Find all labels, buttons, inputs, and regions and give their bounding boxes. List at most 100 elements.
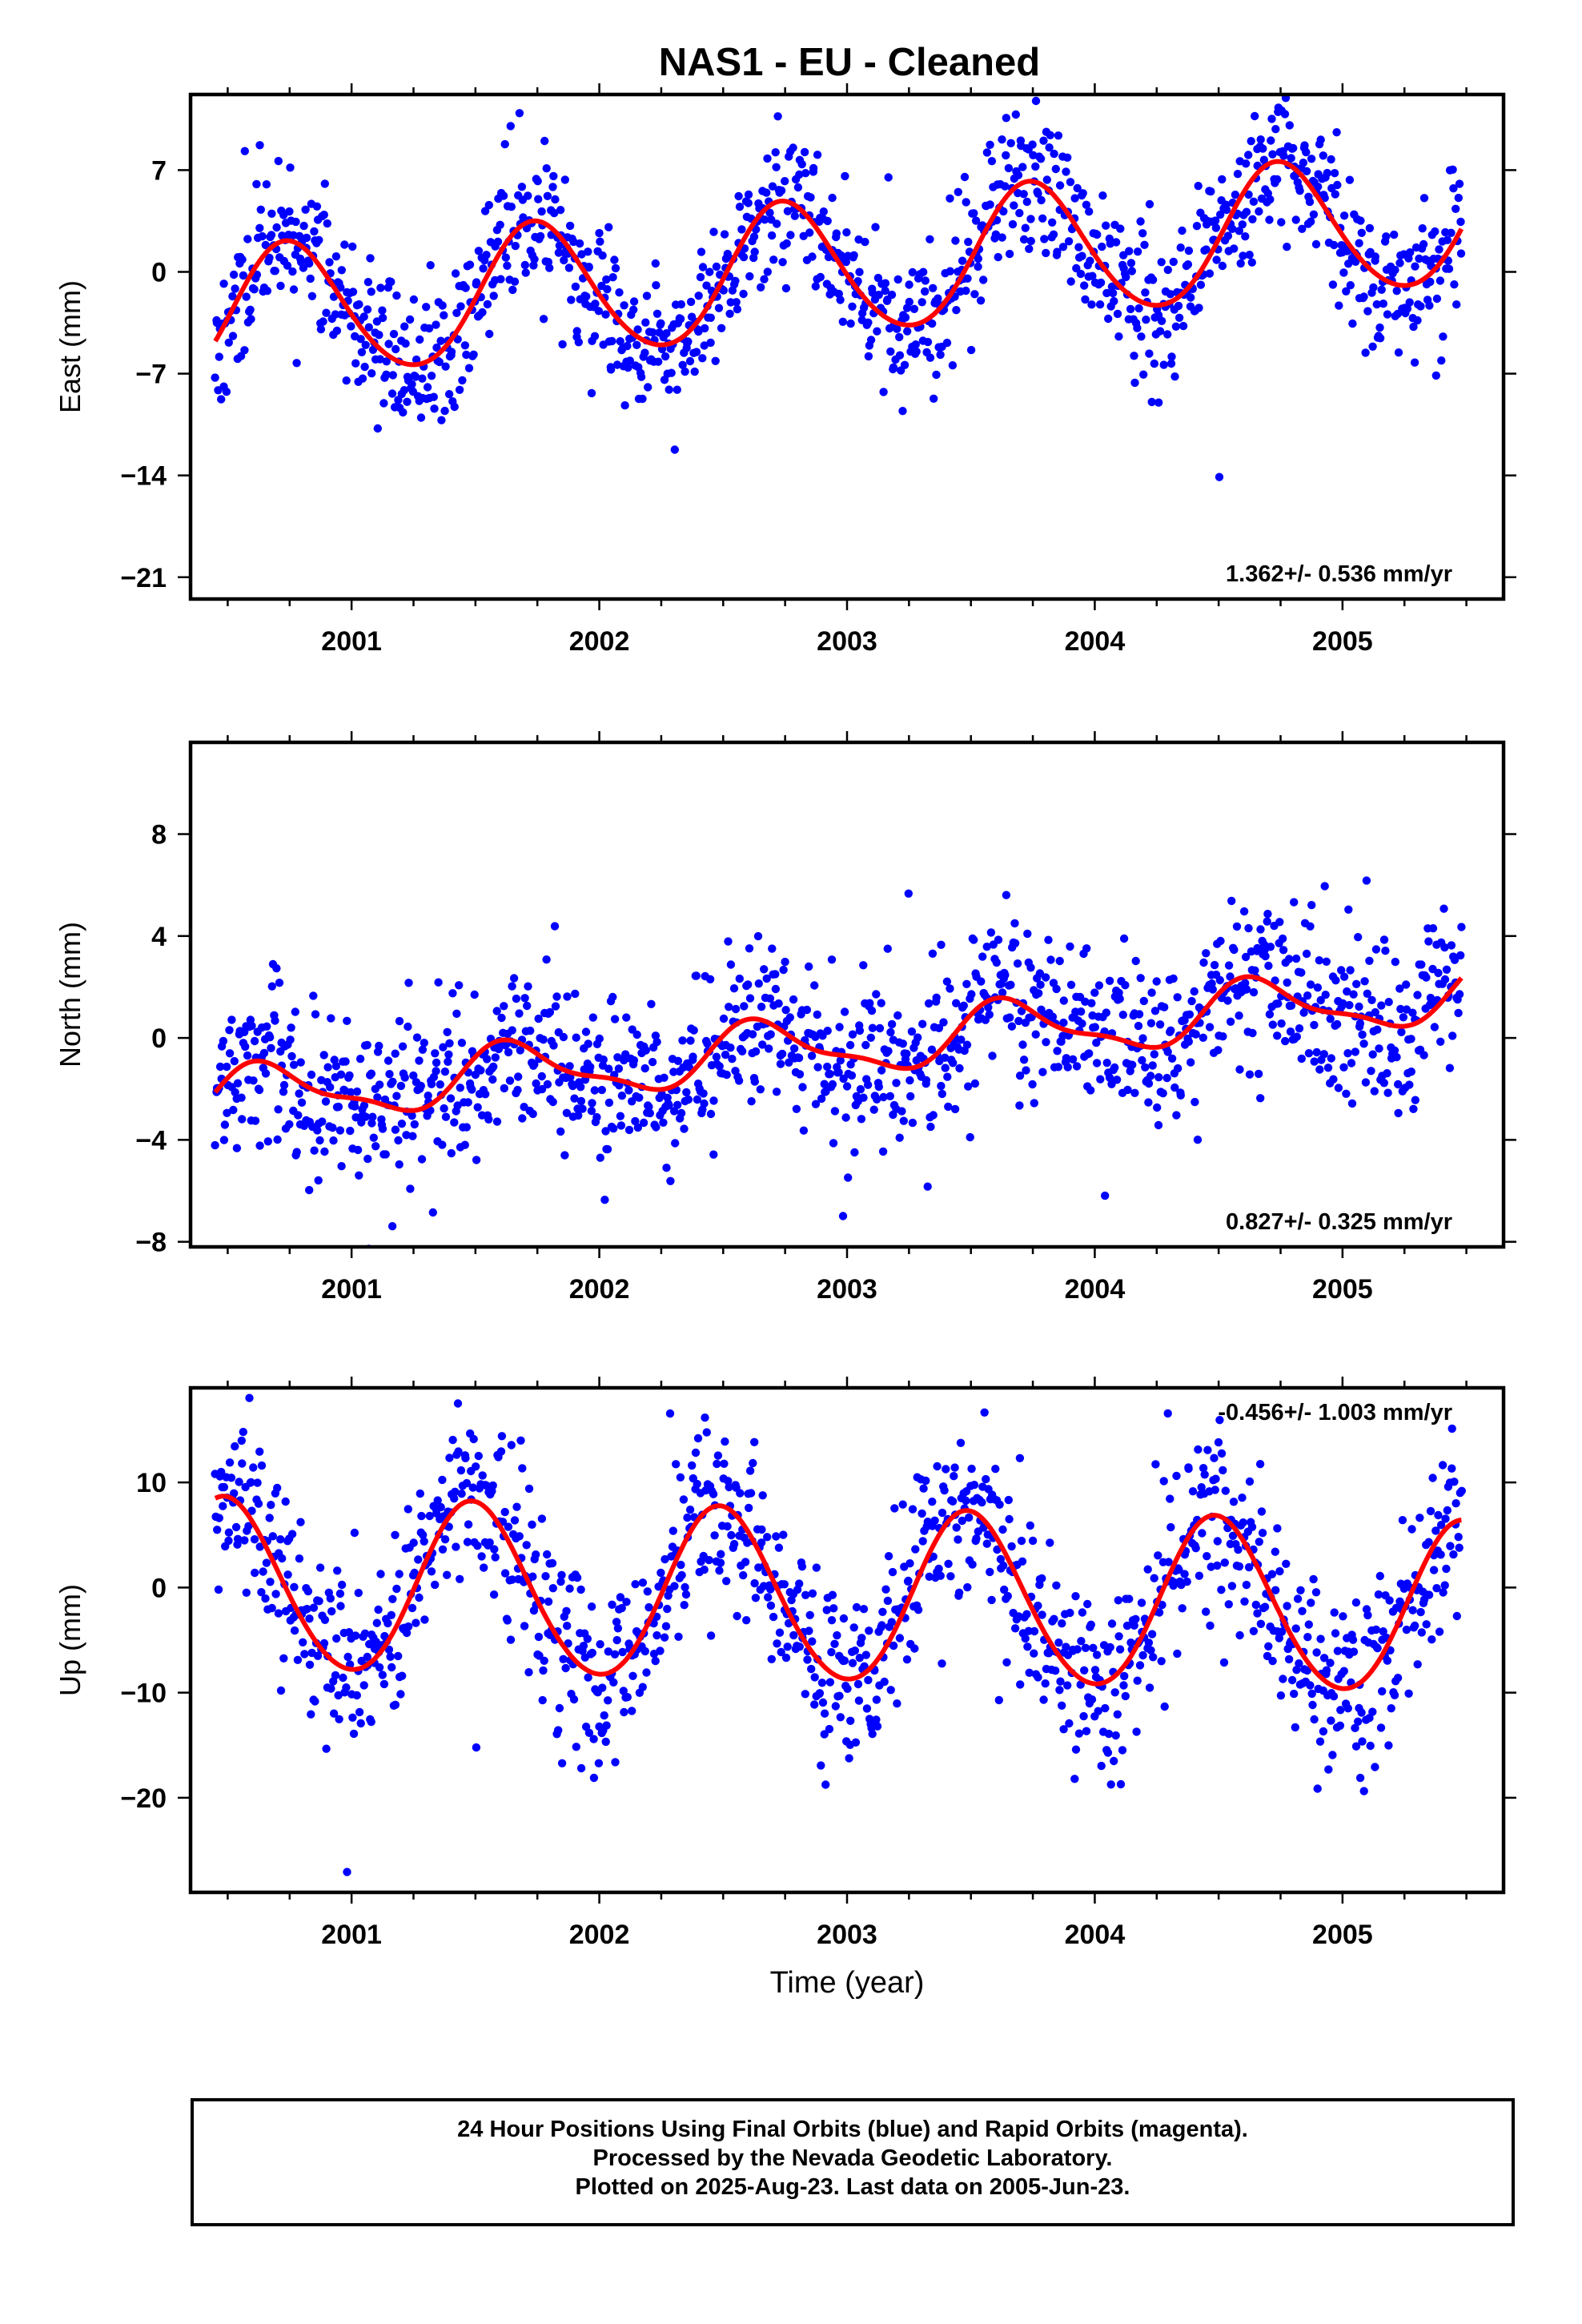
up-data-point bbox=[1052, 1581, 1061, 1590]
east-data-point bbox=[846, 319, 855, 328]
east-data-point bbox=[773, 112, 782, 121]
up-data-point bbox=[497, 1432, 507, 1441]
up-data-point bbox=[890, 1504, 899, 1513]
north-data-point bbox=[1241, 979, 1250, 987]
north-data-point bbox=[1354, 933, 1363, 942]
east-data-point bbox=[1136, 217, 1145, 226]
north-data-point bbox=[1118, 1011, 1128, 1019]
up-data-point bbox=[303, 1586, 313, 1596]
north-data-point bbox=[462, 1123, 471, 1132]
north-data-point bbox=[1173, 993, 1182, 1002]
east-data-point bbox=[954, 187, 963, 196]
east-data-point bbox=[930, 394, 938, 403]
east-data-point bbox=[320, 179, 329, 188]
east-data-point bbox=[427, 372, 436, 380]
north-data-point bbox=[765, 994, 775, 1003]
east-data-point bbox=[946, 267, 955, 275]
north-data-point bbox=[1072, 1062, 1082, 1071]
east-data-point bbox=[1302, 147, 1311, 157]
up-data-point bbox=[349, 1729, 359, 1739]
north-data-point bbox=[1251, 966, 1259, 975]
east-data-point bbox=[881, 286, 889, 296]
east-data-point bbox=[712, 262, 721, 271]
north-data-point bbox=[417, 1155, 427, 1164]
north-data-point bbox=[286, 1035, 295, 1044]
up-data-point bbox=[1157, 1657, 1166, 1666]
north-data-point bbox=[513, 1085, 522, 1095]
north-data-point bbox=[351, 1113, 360, 1122]
north-data-point bbox=[1277, 1019, 1286, 1028]
east-data-point bbox=[1394, 348, 1403, 357]
north-data-point bbox=[745, 994, 755, 1003]
north-data-point bbox=[1235, 1011, 1243, 1020]
up-data-point bbox=[219, 1482, 229, 1492]
east-data-point bbox=[1163, 330, 1172, 339]
up-data-point bbox=[1071, 1592, 1080, 1601]
east-data-point bbox=[337, 266, 346, 275]
east-data-point bbox=[905, 280, 913, 289]
east-data-point bbox=[1080, 281, 1089, 290]
north-data-point bbox=[514, 1072, 523, 1081]
east-data-point bbox=[1113, 309, 1122, 319]
north-data-point bbox=[1367, 995, 1376, 1005]
up-data-point bbox=[460, 1361, 468, 1369]
north-data-point bbox=[314, 1176, 323, 1185]
north-data-point bbox=[1321, 991, 1330, 999]
up-data-point bbox=[244, 1522, 253, 1530]
up-data-point bbox=[1221, 1486, 1231, 1495]
east-data-point bbox=[678, 360, 687, 369]
up-data-point bbox=[563, 1622, 572, 1630]
east-data-point bbox=[864, 318, 873, 327]
east-data-point bbox=[1454, 193, 1464, 203]
up-data-point bbox=[619, 1687, 628, 1695]
east-data-point bbox=[1300, 141, 1309, 150]
east-data-point bbox=[348, 287, 358, 296]
east-data-point bbox=[560, 175, 569, 184]
up-data-point bbox=[910, 1644, 919, 1653]
north-data-point bbox=[388, 1077, 397, 1087]
north-data-point bbox=[632, 1030, 641, 1039]
north-data-point bbox=[537, 1072, 546, 1081]
caption-box: 24 Hour Positions Using Final Orbits (bl… bbox=[191, 2098, 1515, 2226]
north-data-point bbox=[805, 962, 813, 971]
north-data-point bbox=[744, 980, 753, 989]
east-data-point bbox=[1247, 258, 1257, 267]
north-data-point bbox=[721, 1050, 730, 1059]
east-data-point bbox=[499, 191, 508, 200]
north-data-point bbox=[1160, 1003, 1169, 1011]
east-data-point bbox=[670, 445, 679, 454]
up-data-point bbox=[928, 1498, 937, 1506]
north-data-point bbox=[712, 1052, 721, 1061]
north-data-point bbox=[1274, 999, 1283, 1008]
up-data-point bbox=[1144, 1638, 1154, 1647]
east-data-point bbox=[520, 260, 529, 270]
up-data-point bbox=[1107, 1619, 1117, 1628]
east-data-point bbox=[1215, 472, 1224, 481]
east-data-point bbox=[1170, 372, 1179, 381]
north-data-point bbox=[1447, 941, 1456, 950]
east-data-point bbox=[667, 368, 676, 377]
up-data-point bbox=[1070, 1775, 1079, 1783]
east-data-point bbox=[855, 267, 864, 276]
north-data-point bbox=[1430, 1023, 1439, 1031]
up-data-point bbox=[1004, 1495, 1014, 1505]
east-data-point bbox=[1126, 259, 1136, 267]
up-data-point bbox=[661, 1622, 671, 1630]
north-data-point bbox=[432, 1067, 440, 1076]
north-data-point bbox=[719, 1014, 729, 1023]
east-data-point bbox=[711, 356, 720, 365]
east-data-point bbox=[450, 402, 459, 412]
up-data-point bbox=[679, 1495, 689, 1504]
east-data-point bbox=[1078, 251, 1086, 260]
east-data-point bbox=[493, 237, 503, 246]
up-data-point bbox=[431, 1580, 440, 1590]
north-data-point bbox=[966, 1132, 974, 1142]
up-data-point bbox=[1228, 1531, 1238, 1541]
north-data-point bbox=[1002, 891, 1011, 899]
east-data-point bbox=[508, 285, 517, 295]
east-data-point bbox=[1319, 151, 1328, 160]
north-data-point bbox=[662, 1164, 671, 1172]
east-data-point bbox=[1375, 323, 1384, 332]
up-data-point bbox=[722, 1577, 731, 1586]
up-data-point bbox=[1234, 1545, 1243, 1554]
